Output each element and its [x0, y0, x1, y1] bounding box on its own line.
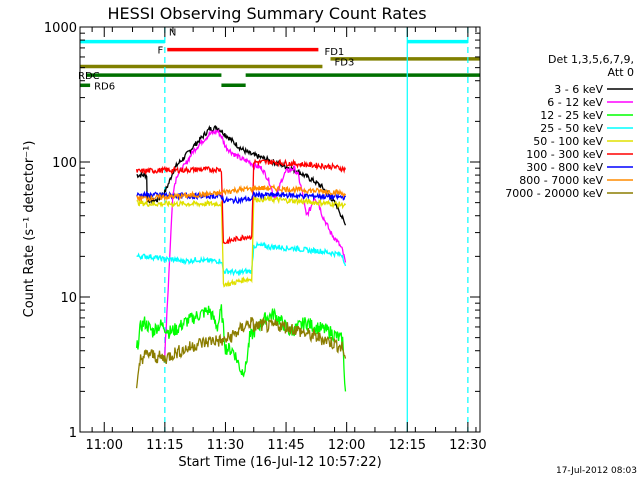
plot-frame: [79, 26, 481, 433]
x-tick-label: 11:00: [86, 438, 123, 453]
series-line-1: [164, 128, 347, 357]
legend-entry: 25 - 50 keV: [540, 122, 603, 135]
flag-label-fd3: FD3: [335, 57, 355, 68]
legend-entry: 300 - 800 keV: [526, 161, 603, 174]
x-tick-label: 11:15: [146, 438, 183, 453]
x-tick-label: 11:30: [207, 438, 244, 453]
x-axis: 11:00 11:15 11:30 11:45 12:00 12:15 12:30: [86, 27, 487, 453]
y-axis: 1 10 100 1000: [44, 21, 480, 441]
generated-timestamp: 17-Jul-2012 08:03: [556, 466, 637, 476]
legend-entry: 7000 - 20000 keV: [505, 187, 603, 200]
legend-entry: 3 - 6 keV: [554, 83, 603, 96]
legend-header-line-2: Att 0: [608, 66, 634, 79]
series-line-8: [135, 316, 347, 389]
y-tick-label: 1: [69, 426, 77, 441]
legend-header-line-1: Det 1,3,5,6,7,9,: [548, 53, 634, 66]
x-axis-title: Start Time (16-Jul-12 10:57:22): [178, 455, 381, 470]
time-markers: [164, 27, 469, 432]
flag-label-rdc: RDC: [78, 71, 100, 82]
x-tick-label: 12:15: [389, 438, 426, 453]
legend-entry: 800 - 7000 keV: [519, 174, 603, 187]
flag-label-f: F: [158, 46, 164, 57]
series-line-5: [135, 158, 347, 245]
series-line-0: [136, 124, 347, 226]
x-tick-label: 11:45: [267, 438, 304, 453]
y-tick-label: 10: [60, 291, 77, 306]
legend-entry: 50 - 100 keV: [533, 135, 603, 148]
series-line-2: [135, 304, 347, 392]
flag-label-rd6: RD6: [94, 81, 115, 92]
series-line-7: [136, 183, 347, 202]
y-tick-label: 1000: [44, 21, 77, 36]
series-line-3: [136, 240, 347, 277]
flag-label-n: N: [169, 28, 176, 39]
y-tick-label: 100: [52, 156, 77, 171]
legend-entry: 100 - 300 keV: [526, 148, 603, 161]
legend-entry: 6 - 12 keV: [547, 96, 603, 109]
y-axis-title: Count Rate (s⁻¹ detector⁻¹): [22, 141, 37, 318]
series-line-4: [136, 194, 347, 288]
flag-label-fd1: FD1: [324, 47, 344, 58]
chart-title: HESSI Observing Summary Count Rates: [107, 4, 426, 23]
x-tick-label: 12:30: [449, 438, 486, 453]
data-series: [135, 124, 347, 392]
legend-entry: 12 - 25 keV: [540, 109, 603, 122]
x-tick-label: 12:00: [328, 438, 365, 453]
